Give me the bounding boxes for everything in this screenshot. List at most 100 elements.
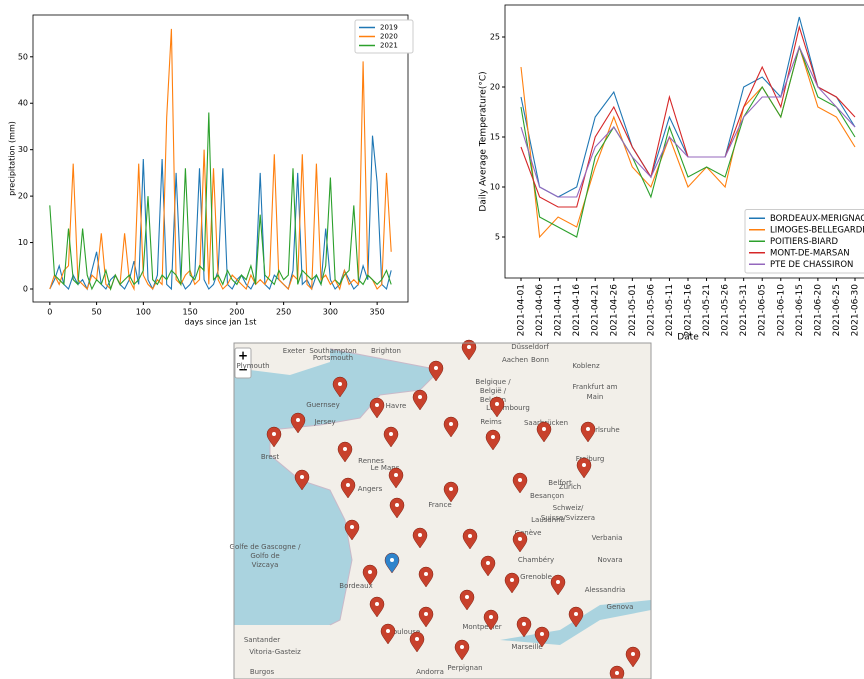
- y-tick-label: 10: [18, 238, 28, 247]
- pin-dot: [386, 629, 390, 633]
- x-tick-label: 200: [229, 308, 244, 317]
- legend-label: 2020: [380, 33, 398, 41]
- map-label: Alessandria: [585, 586, 626, 594]
- y-axis-label: precipitation (mm): [8, 121, 17, 196]
- pin-dot: [486, 561, 490, 565]
- map-label: Burgos: [250, 668, 275, 676]
- pin-dot: [495, 402, 499, 406]
- x-tick-label: 2021-06-05: [758, 284, 768, 336]
- pin-dot: [418, 533, 422, 537]
- map-label: Marseille: [511, 643, 542, 651]
- pin-dot: [522, 622, 526, 626]
- legend-label: MONT-DE-MARSAN: [770, 248, 850, 258]
- x-tick-label: 2021-05-06: [646, 284, 656, 337]
- pin-dot: [375, 403, 379, 407]
- y-axis-label: Daily Average Temperature(°C): [479, 71, 489, 211]
- y-tick-label: 5: [495, 233, 500, 242]
- legend-label: PTE DE CHASSIRON: [770, 260, 853, 270]
- map-label: Besançon: [530, 492, 564, 500]
- map-label: Belgique /: [475, 378, 511, 386]
- pin-dot: [540, 632, 544, 636]
- pin-dot: [434, 366, 438, 370]
- pin-dot: [368, 570, 372, 574]
- map-label: Novara: [597, 556, 622, 564]
- map-label: Jersey: [313, 418, 335, 426]
- legend-label: POITIERS-BIARD: [770, 237, 839, 247]
- x-tick-label: 350: [369, 308, 384, 317]
- x-axis-label: days since jan 1st: [185, 318, 257, 327]
- pin-dot: [489, 615, 493, 619]
- x-tick-label: 2021-04-01: [517, 284, 527, 336]
- map-label: Santander: [244, 636, 280, 644]
- x-tick-label: 2021-05-26: [721, 284, 731, 337]
- map-label: Montpellier: [462, 623, 501, 631]
- x-tick-label: 2021-04-11: [554, 284, 564, 336]
- x-tick-label: 2021-05-11: [665, 284, 675, 336]
- pin-dot: [491, 435, 495, 439]
- map-label: Aachen: [502, 356, 528, 364]
- x-tick-label: 2021-06-20: [813, 284, 823, 337]
- x-tick-label: 250: [276, 308, 291, 317]
- map-label: België /: [480, 387, 507, 395]
- map-label: Chambéry: [518, 556, 554, 564]
- pin-dot: [574, 612, 578, 616]
- map-label: Grenoble: [520, 573, 552, 581]
- x-tick-label: 2021-06-10: [776, 284, 786, 337]
- map-label: Havre: [386, 402, 407, 410]
- pin-dot: [394, 473, 398, 477]
- x-tick-label: 2021-06-25: [832, 284, 842, 336]
- pin-dot: [582, 463, 586, 467]
- x-tick-label: 2021-05-01: [628, 284, 638, 336]
- map-label: Suisse/Svizzera: [541, 514, 595, 522]
- pin-dot: [467, 345, 471, 349]
- x-tick-label: 300: [323, 308, 338, 317]
- pin-dot: [586, 427, 590, 431]
- x-tick-label: 2021-05-21: [702, 284, 712, 336]
- map-label: Verbania: [592, 534, 623, 542]
- map-label: Koblenz: [572, 362, 600, 370]
- x-tick-label: 2021-04-16: [572, 284, 582, 337]
- x-tick-label: 2021-05-16: [684, 284, 694, 337]
- legend-label: 2021: [380, 42, 398, 50]
- x-tick-label: 100: [136, 308, 151, 317]
- pin-dot: [631, 652, 635, 656]
- pin-dot: [518, 537, 522, 541]
- map-label: Main: [587, 393, 604, 401]
- map-label: Genova: [607, 603, 634, 611]
- zoom-in[interactable]: +: [238, 349, 248, 363]
- pin-dot: [343, 447, 347, 451]
- map-pin: [610, 666, 624, 679]
- page: + − ExeterSouthamptonPortsmouthBrightonP…: [0, 0, 864, 679]
- map-label: Schweiz/: [553, 504, 584, 512]
- pin-dot: [468, 534, 472, 538]
- pin-dot: [424, 572, 428, 576]
- pin-dot: [518, 478, 522, 482]
- y-tick-label: 30: [18, 145, 28, 154]
- pin-dot: [300, 475, 304, 479]
- legend-label: 2019: [380, 24, 398, 32]
- map-label: Guernsey: [306, 401, 339, 409]
- pin-dot: [615, 671, 619, 675]
- map-label: Reims: [480, 418, 502, 426]
- y-tick-label: 20: [490, 83, 500, 92]
- x-tick-label: 150: [182, 308, 197, 317]
- pin-dot: [449, 422, 453, 426]
- pin-dot: [556, 580, 560, 584]
- pin-dot: [375, 602, 379, 606]
- x-tick-label: 2021-04-06: [535, 284, 545, 337]
- pin-dot: [390, 558, 394, 562]
- y-tick-label: 40: [18, 99, 28, 108]
- pin-dot: [338, 382, 342, 386]
- map-label: Perpignan: [447, 664, 482, 672]
- pin-dot: [389, 432, 393, 436]
- pin-dot: [415, 637, 419, 641]
- pin-dot: [510, 578, 514, 582]
- map-label: Bonn: [531, 356, 549, 364]
- y-tick-label: 20: [18, 192, 28, 201]
- map-label: Exeter: [283, 347, 306, 355]
- pin-dot: [449, 487, 453, 491]
- pin-dot: [418, 395, 422, 399]
- pin-dot: [465, 595, 469, 599]
- map-label: Belfort: [548, 479, 572, 487]
- map-label: Brighton: [371, 347, 401, 355]
